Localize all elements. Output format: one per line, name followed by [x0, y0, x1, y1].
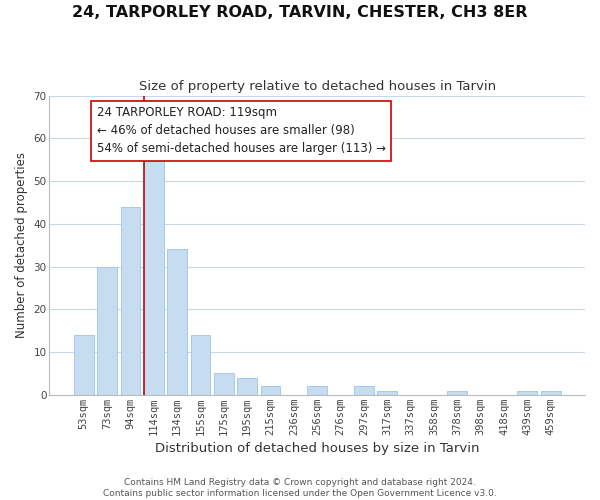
Bar: [214, 374, 234, 395]
Bar: [354, 386, 374, 395]
Bar: [541, 390, 560, 395]
X-axis label: Distribution of detached houses by size in Tarvin: Distribution of detached houses by size …: [155, 442, 479, 455]
Y-axis label: Number of detached properties: Number of detached properties: [15, 152, 28, 338]
Bar: [448, 390, 467, 395]
Bar: [307, 386, 327, 395]
Bar: [260, 386, 280, 395]
Title: Size of property relative to detached houses in Tarvin: Size of property relative to detached ho…: [139, 80, 496, 93]
Bar: [167, 250, 187, 395]
Bar: [121, 206, 140, 395]
Bar: [97, 266, 117, 395]
Bar: [74, 335, 94, 395]
Text: Contains HM Land Registry data © Crown copyright and database right 2024.
Contai: Contains HM Land Registry data © Crown c…: [103, 478, 497, 498]
Text: 24, TARPORLEY ROAD, TARVIN, CHESTER, CH3 8ER: 24, TARPORLEY ROAD, TARVIN, CHESTER, CH3…: [72, 5, 528, 20]
Bar: [517, 390, 538, 395]
Bar: [237, 378, 257, 395]
Bar: [191, 335, 211, 395]
Bar: [377, 390, 397, 395]
Text: 24 TARPORLEY ROAD: 119sqm
← 46% of detached houses are smaller (98)
54% of semi-: 24 TARPORLEY ROAD: 119sqm ← 46% of detac…: [97, 106, 386, 155]
Bar: [144, 147, 164, 395]
